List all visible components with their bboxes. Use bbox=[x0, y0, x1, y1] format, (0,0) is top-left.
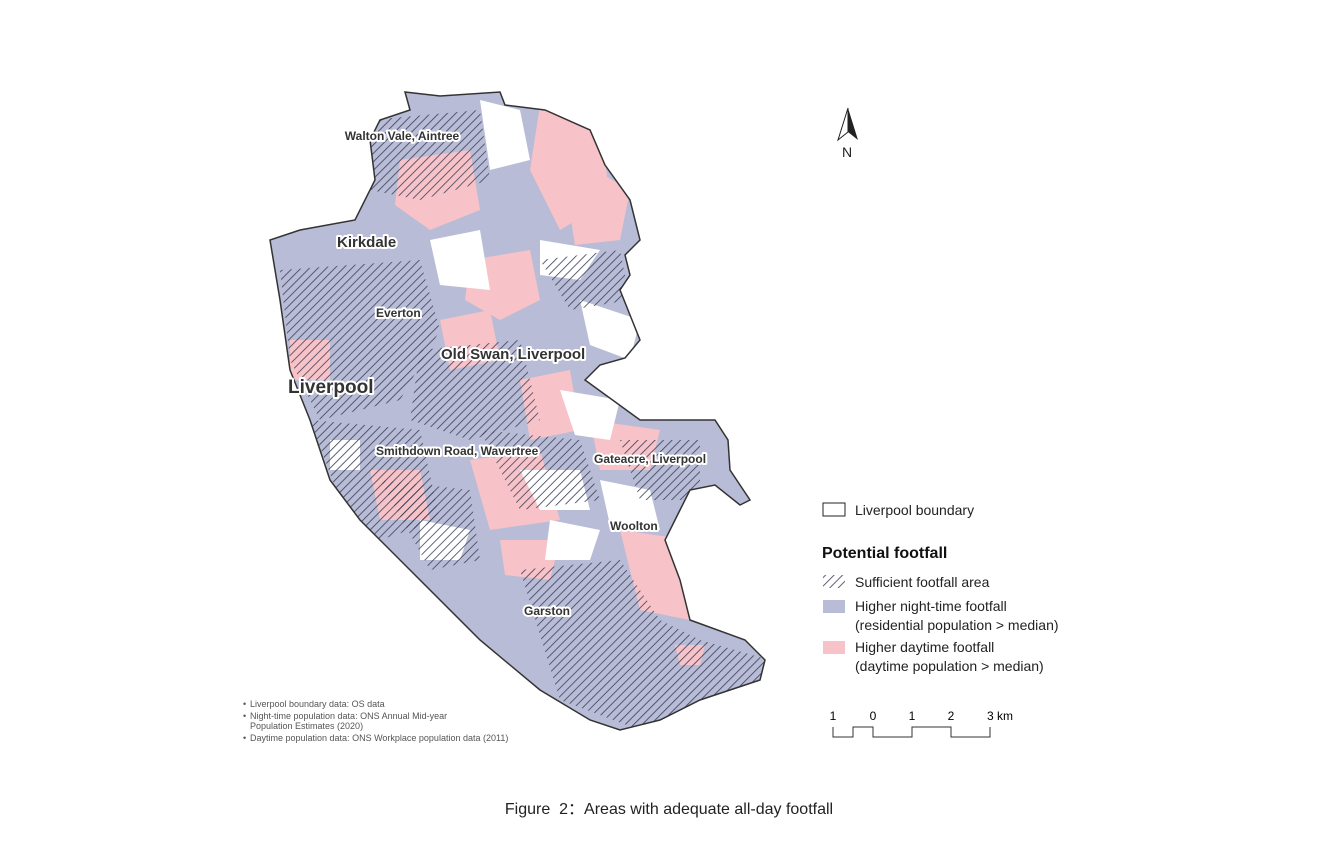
note: Population Estimates (2020) bbox=[250, 721, 363, 731]
legend-label: Sufficient footfall area bbox=[855, 574, 990, 590]
place-label: Liverpool bbox=[288, 377, 374, 398]
note: Daytime population data: ONS Workplace p… bbox=[250, 733, 508, 743]
scale-bar: 1 0 1 2 3 km bbox=[830, 709, 1013, 738]
svg-text:•: • bbox=[243, 711, 246, 721]
place-label: Woolton bbox=[610, 519, 658, 533]
north-arrow: N bbox=[837, 107, 858, 160]
scale-label: 1 bbox=[830, 709, 837, 723]
note: Liverpool boundary data: OS data bbox=[250, 699, 385, 709]
caption: Figure 2：Areas with adequate all-day foo… bbox=[505, 801, 833, 818]
place-label: Garston bbox=[524, 604, 570, 618]
legend-sublabel: (daytime population > median) bbox=[855, 658, 1044, 674]
legend-title: Potential footfall bbox=[822, 545, 947, 562]
legend-label: Higher daytime footfall bbox=[855, 639, 994, 655]
place-label: Everton bbox=[376, 306, 421, 320]
legend-sublabel: (residential population > median) bbox=[855, 617, 1059, 633]
place-label: Walton Vale, Aintree bbox=[345, 129, 460, 143]
scale-label: 0 bbox=[870, 709, 877, 723]
notes: • Liverpool boundary data: OS data • Nig… bbox=[243, 699, 508, 743]
scale-label: 3 km bbox=[987, 709, 1013, 723]
city-boundary bbox=[269, 91, 766, 731]
legend-label: Higher night-time footfall bbox=[855, 598, 1007, 614]
legend-swatch bbox=[823, 600, 845, 613]
svg-text:•: • bbox=[243, 733, 246, 743]
legend-label: Liverpool boundary bbox=[855, 502, 974, 518]
svg-text:•: • bbox=[243, 699, 246, 709]
legend-swatch bbox=[822, 502, 846, 517]
note: Night-time population data: ONS Annual M… bbox=[250, 711, 447, 721]
place-label: Gateacre, Liverpool bbox=[594, 452, 706, 466]
scale-label: 2 bbox=[948, 709, 955, 723]
legend-swatch bbox=[823, 641, 845, 654]
map-areas bbox=[270, 92, 765, 730]
place-label: Smithdown Road, Wavertree bbox=[376, 444, 539, 458]
north-label: N bbox=[842, 144, 852, 160]
legend-swatch bbox=[823, 575, 845, 588]
scale-label: 1 bbox=[909, 709, 916, 723]
place-label: Kirkdale bbox=[337, 234, 396, 251]
place-label: Old Swan, Liverpool bbox=[441, 346, 585, 363]
